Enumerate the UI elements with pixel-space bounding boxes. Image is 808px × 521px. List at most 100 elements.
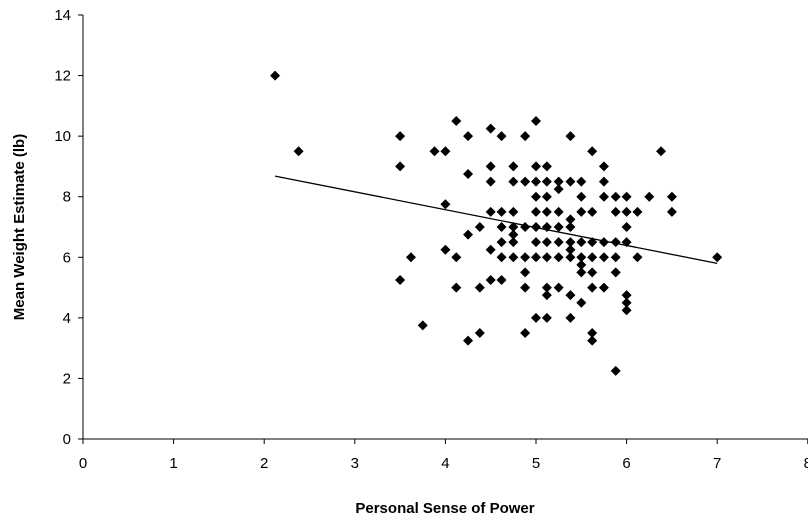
data-point (598, 282, 609, 293)
data-point (565, 222, 576, 232)
data-point (576, 191, 587, 202)
y-tick-label: 12 (54, 68, 71, 85)
data-point (553, 282, 564, 293)
x-tick-label: 3 (351, 455, 359, 472)
x-tick-label: 0 (79, 455, 87, 472)
data-point (621, 191, 632, 202)
data-point (621, 237, 632, 248)
data-point (451, 252, 462, 263)
data-point (293, 146, 304, 157)
data-point (587, 206, 598, 217)
x-tick-label: 2 (260, 455, 268, 472)
data-point (576, 259, 587, 270)
data-point (463, 169, 474, 179)
data-point (417, 320, 428, 331)
data-point (485, 123, 496, 134)
data-point (474, 328, 485, 338)
data-point (656, 146, 667, 157)
y-axis-ticks: 0 2 4 6 8 10 12 14 (54, 7, 83, 448)
data-point (531, 116, 541, 126)
data-point (541, 282, 552, 293)
data-point (553, 184, 564, 195)
data-point (632, 252, 643, 263)
data-point (598, 237, 609, 248)
data-point (429, 146, 440, 157)
data-point (565, 131, 576, 142)
y-tick-label: 2 (63, 370, 71, 387)
data-point (610, 237, 621, 248)
data-point (553, 222, 564, 232)
data-point (440, 146, 451, 157)
data-point (440, 244, 451, 255)
data-point (587, 267, 598, 278)
data-point (598, 252, 609, 263)
data-point (587, 335, 598, 346)
data-point (531, 191, 541, 202)
data-point (598, 161, 609, 172)
data-point (520, 222, 531, 232)
data-point (576, 237, 587, 248)
data-point (565, 252, 576, 263)
data-point (541, 252, 552, 263)
y-tick-label: 14 (54, 7, 71, 24)
data-point (576, 176, 587, 187)
data-point (621, 206, 632, 217)
y-tick-label: 6 (63, 249, 71, 266)
data-point (565, 290, 576, 301)
data-point (712, 252, 723, 263)
data-point (598, 176, 609, 187)
data-point (508, 161, 519, 172)
data-point (576, 267, 587, 278)
x-tick-label: 8 (804, 455, 808, 472)
data-point (508, 206, 519, 217)
x-tick-label: 4 (441, 455, 449, 472)
data-point (541, 237, 552, 248)
data-point (508, 237, 519, 248)
data-point (541, 222, 552, 232)
data-point (587, 328, 598, 338)
data-point (531, 206, 541, 217)
data-point (485, 206, 496, 217)
data-point (496, 275, 507, 285)
data-point (520, 176, 531, 187)
data-point (621, 297, 632, 308)
data-point (587, 282, 598, 293)
trendline (274, 175, 718, 264)
data-point (508, 176, 519, 187)
data-point (395, 275, 406, 285)
data-point (541, 290, 552, 301)
data-point (474, 222, 485, 232)
data-points (270, 70, 723, 376)
data-point (496, 252, 507, 263)
data-point (565, 312, 576, 323)
data-point (598, 191, 609, 202)
x-tick-label: 1 (169, 455, 177, 472)
data-point (565, 237, 576, 248)
data-point (440, 199, 451, 210)
data-point (553, 252, 564, 263)
data-point (666, 206, 677, 217)
data-point (621, 305, 632, 316)
data-point (553, 206, 564, 217)
y-tick-label: 8 (63, 189, 71, 206)
y-tick-label: 10 (54, 128, 71, 145)
data-point (541, 206, 552, 217)
data-point (576, 297, 587, 308)
data-point (520, 131, 531, 142)
data-point (632, 206, 643, 217)
data-point (576, 206, 587, 217)
x-tick-label: 6 (622, 455, 630, 472)
data-point (610, 365, 621, 376)
data-point (451, 116, 462, 126)
data-point (587, 146, 598, 157)
data-point (474, 282, 485, 293)
data-point (485, 275, 496, 285)
y-axis-title: Mean Weight Estimate (lb) (11, 134, 28, 320)
data-point (565, 176, 576, 187)
data-point (496, 237, 507, 248)
data-point (587, 252, 598, 263)
data-point (531, 312, 541, 323)
data-point (610, 267, 621, 278)
data-point (520, 252, 531, 263)
